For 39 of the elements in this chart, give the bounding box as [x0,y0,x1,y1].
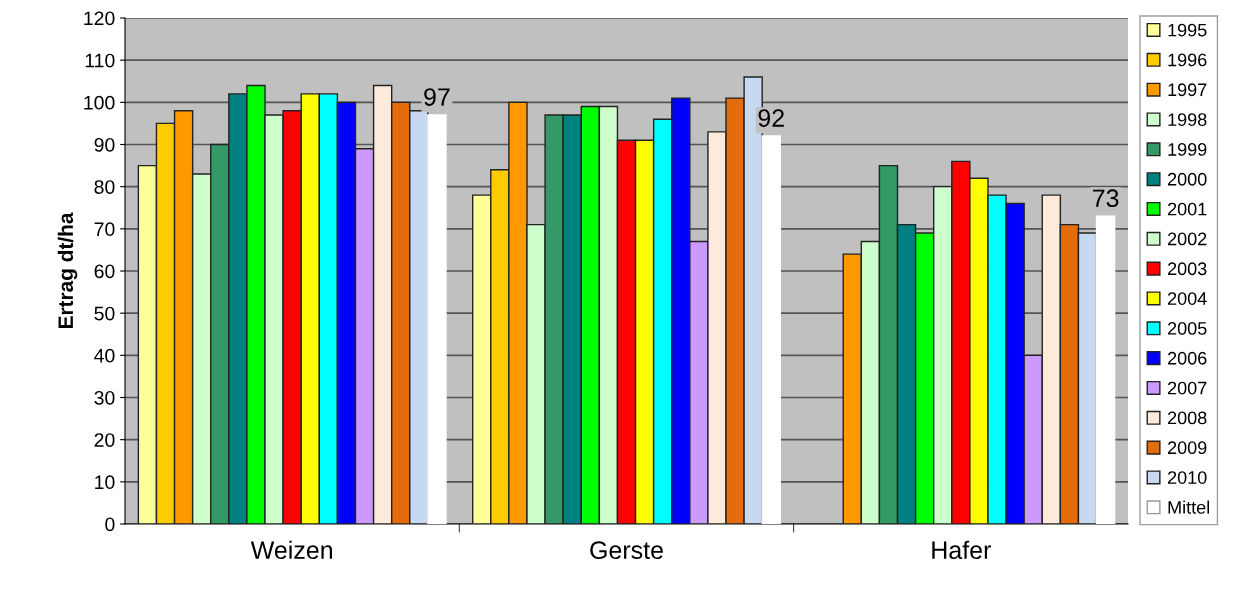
bar [1095,215,1116,524]
y-tick-label: 30 [94,390,115,405]
legend-label: 1997 [1168,83,1207,97]
y-tick-label: 10 [95,475,115,490]
y-tick-label: 80 [94,180,115,194]
legend-label: 2002 [1167,232,1207,246]
legend-label: 2009 [1167,441,1207,455]
legend-label: 1995 [1168,23,1207,37]
legend-label: 1996 [1168,53,1207,67]
data-label: 92 [758,109,784,127]
y-axis-title: Ertrag dt/ha [57,212,78,329]
legend-label: 2000 [1167,172,1207,186]
data-label: 97 [424,88,450,106]
legend-label: 2005 [1167,322,1207,335]
legend-label: 2001 [1167,202,1207,216]
x-tick-label: Gerste [590,541,663,560]
legend-label: 1999 [1168,143,1207,156]
y-tick-label: 110 [85,53,115,68]
bar [761,135,781,524]
x-tick-label: Hafer [932,540,991,560]
data-label: 73 [1092,189,1119,208]
legend-label: 2007 [1167,381,1207,395]
legend-label: Mittel [1168,500,1210,514]
legend-label: 2006 [1167,351,1207,365]
y-tick-label: 100 [84,95,115,110]
legend-label: 1998 [1168,113,1207,126]
legend-label: 2003 [1167,262,1207,276]
y-tick-label: 70 [94,222,115,237]
y-tick-label: 60 [94,264,115,279]
legend-label: 2008 [1167,411,1207,425]
y-tick-label: 0 [105,517,115,532]
legend-label: 2010 [1167,471,1207,484]
x-tick-label: Weizen [250,540,333,560]
y-tick-label: 90 [94,137,115,152]
y-tick-label: 40 [94,348,115,363]
y-tick-label: 50 [94,306,115,321]
y-tick-label: 20 [94,433,115,447]
y-tick-label: 120 [84,11,115,26]
legend-label: 2004 [1167,292,1207,305]
